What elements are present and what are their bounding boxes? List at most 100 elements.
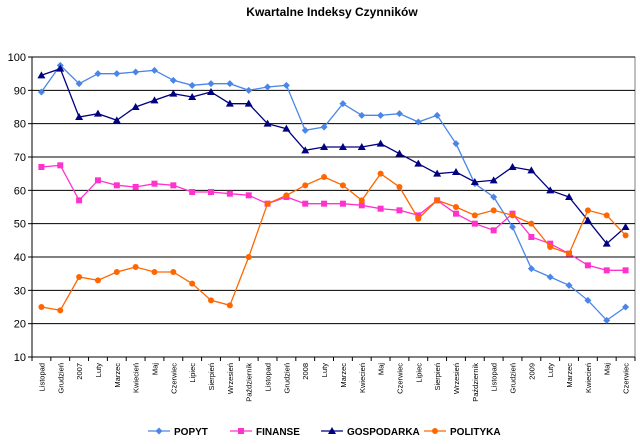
data-point-finanse	[321, 200, 328, 207]
data-point-popyt	[509, 223, 517, 231]
data-point-finanse	[339, 200, 346, 207]
x-tick-label: Sierpień	[433, 363, 442, 391]
chart-title: Kwartalne Indeksy Czynników	[246, 5, 418, 19]
data-point-polityka	[189, 280, 196, 287]
data-point-popyt	[226, 80, 234, 88]
data-point-polityka	[57, 307, 64, 314]
data-point-polityka	[151, 269, 158, 275]
data-point-gospodarka	[602, 239, 611, 247]
data-point-polityka	[471, 212, 478, 219]
x-tick-label: Maj	[377, 363, 386, 375]
data-point-polityka	[434, 197, 441, 204]
data-point-popyt	[245, 86, 253, 94]
x-tick-label: Lipiec	[414, 363, 423, 383]
data-point-gospodarka	[546, 186, 555, 194]
data-point-gospodarka	[301, 146, 310, 154]
data-point-finanse	[113, 182, 120, 189]
data-point-popyt	[132, 68, 140, 76]
gridlines	[32, 56, 635, 325]
data-point-gospodarka	[225, 99, 234, 107]
data-point-gospodarka	[583, 216, 592, 224]
data-point-popyt	[603, 316, 611, 324]
data-point-polityka	[358, 197, 365, 204]
data-point-finanse	[302, 200, 309, 207]
y-tick-label: 80	[14, 119, 26, 131]
y-tick-label: 20	[14, 319, 26, 331]
x-tick-label: Listopad	[37, 363, 46, 391]
data-point-popyt	[301, 126, 309, 134]
data-point-finanse	[377, 205, 384, 212]
series-line-gospodarka	[41, 67, 627, 245]
data-point-gospodarka	[244, 99, 253, 107]
data-point-popyt	[546, 273, 554, 281]
data-point-popyt	[527, 265, 535, 273]
data-point-finanse	[94, 177, 101, 184]
data-point-gospodarka	[131, 103, 140, 110]
data-point-popyt	[414, 118, 422, 126]
data-point-gospodarka	[527, 166, 536, 174]
data-point-gospodarka	[338, 143, 347, 150]
legend-item-finanse: FINANSE	[230, 427, 300, 438]
data-point-popyt	[282, 81, 290, 89]
x-tick-label: 2007	[75, 363, 84, 380]
x-tick-label: Kwiecień	[584, 363, 593, 393]
legend-label: POPYT	[174, 427, 208, 438]
data-point-finanse	[603, 267, 610, 274]
data-point-popyt	[565, 281, 573, 289]
data-point-polityka	[94, 277, 101, 284]
series-line-polityka	[41, 172, 627, 312]
data-point-polityka	[76, 274, 83, 280]
data-point-finanse	[490, 227, 497, 234]
data-point-gospodarka	[56, 64, 65, 72]
data-point-polityka	[377, 170, 384, 177]
data-point-polityka	[170, 269, 177, 275]
x-axis: Listopad Grudzień 2007 Luty Marzec Kwiecień Ma…	[31, 356, 636, 402]
plot-border	[31, 56, 636, 358]
y-tick-label: 100	[8, 52, 26, 64]
data-point-finanse	[38, 164, 45, 170]
data-point-finanse	[132, 184, 139, 190]
data-point-gospodarka	[37, 71, 46, 79]
x-tick-label: Wrzesień	[452, 363, 461, 394]
data-point-polityka	[208, 297, 215, 304]
data-point-popyt	[584, 296, 592, 304]
data-point-popyt	[264, 83, 272, 91]
data-point-gospodarka	[470, 178, 479, 185]
x-tick-label: 2008	[301, 363, 310, 380]
data-point-popyt	[452, 140, 460, 148]
y-tick-label: 90	[14, 85, 26, 97]
data-point-popyt	[622, 303, 630, 311]
x-tick-label: Czerwiec	[395, 363, 404, 394]
data-point-finanse	[245, 192, 252, 199]
x-tick-label: Kwiecień	[132, 363, 141, 393]
legend-label: GOSPODARKA	[347, 427, 420, 438]
data-point-finanse	[452, 210, 459, 217]
data-point-popyt	[377, 111, 385, 119]
data-point-polityka	[339, 182, 346, 189]
data-point-popyt	[94, 70, 102, 78]
data-point-polityka	[132, 264, 139, 270]
data-point-finanse	[57, 162, 64, 169]
data-point-polityka	[302, 182, 309, 189]
data-point-gospodarka	[621, 223, 630, 230]
x-tick-label: Luty	[320, 363, 329, 377]
data-point-polityka	[490, 207, 497, 214]
data-point-polityka	[622, 232, 629, 239]
y-tick-label: 10	[14, 352, 26, 364]
x-tick-label: Październik	[245, 363, 254, 402]
legend: POPYT FINANSE GOSPODARKA POLITYKA	[148, 427, 501, 438]
data-point-gospodarka	[433, 169, 442, 177]
data-point-gospodarka	[112, 116, 121, 124]
data-point-polityka	[226, 302, 233, 309]
x-tick-label: Listopad	[490, 363, 499, 391]
data-point-gospodarka	[75, 113, 84, 120]
data-point-popyt	[150, 66, 158, 74]
x-tick-label: Marzec	[339, 363, 348, 388]
series-layer	[37, 61, 630, 324]
series-finanse	[38, 162, 629, 274]
data-point-polityka	[547, 244, 554, 250]
data-point-gospodarka	[489, 176, 498, 184]
y-tick-label: 30	[14, 285, 26, 297]
data-point-gospodarka	[188, 93, 197, 100]
x-tick-label: Marzec	[113, 363, 122, 388]
